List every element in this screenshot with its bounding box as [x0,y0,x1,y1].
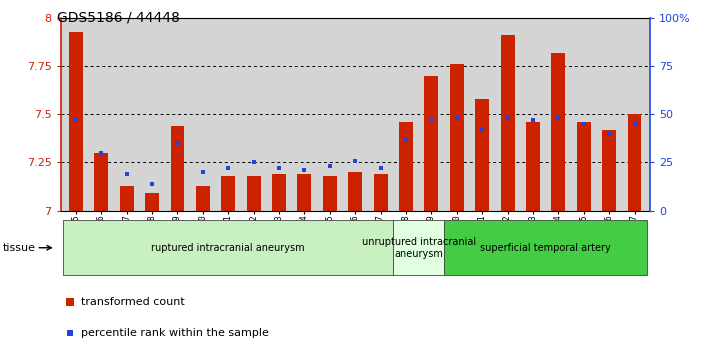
Bar [246,176,261,211]
Bar [94,153,109,211]
Text: GDS5186 / 44448: GDS5186 / 44448 [57,11,180,25]
Bar [602,130,616,211]
Bar [373,174,388,211]
Bar [171,126,184,211]
Bar [476,99,489,211]
Bar [577,122,590,211]
Bar [196,185,210,211]
Bar [501,36,515,211]
FancyBboxPatch shape [444,220,647,275]
Text: tissue: tissue [3,243,36,253]
Bar [69,32,83,211]
Bar [298,174,311,211]
Text: superficial temporal artery: superficial temporal artery [481,243,611,253]
Bar [628,114,641,211]
Bar [399,122,413,211]
FancyBboxPatch shape [393,220,444,275]
Text: percentile rank within the sample: percentile rank within the sample [81,328,269,338]
Bar [424,76,438,211]
Bar [323,176,337,211]
Bar [348,172,362,211]
Bar [551,53,565,211]
Text: ruptured intracranial aneurysm: ruptured intracranial aneurysm [151,243,305,253]
Bar [272,174,286,211]
FancyBboxPatch shape [64,220,393,275]
Bar [450,64,464,211]
Bar [120,185,134,211]
Text: unruptured intracranial
aneurysm: unruptured intracranial aneurysm [361,237,476,258]
Text: transformed count: transformed count [81,297,185,307]
Bar [526,122,540,211]
Bar [145,193,159,211]
Bar [221,176,235,211]
